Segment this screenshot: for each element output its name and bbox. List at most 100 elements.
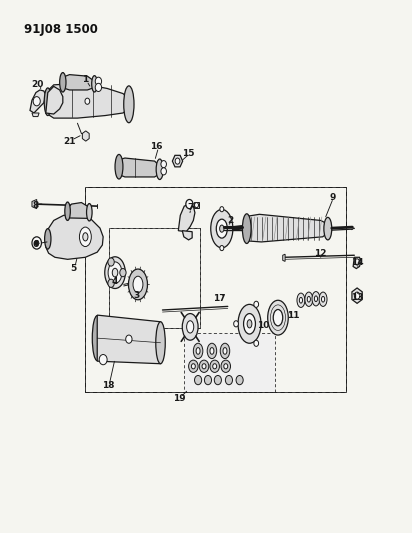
Circle shape [202,364,206,369]
Ellipse shape [65,202,70,221]
Ellipse shape [300,297,302,303]
Circle shape [161,168,166,175]
Ellipse shape [44,229,51,249]
Circle shape [95,83,102,92]
Polygon shape [82,131,89,141]
Circle shape [186,199,193,209]
Polygon shape [194,202,199,208]
Circle shape [35,240,39,246]
Ellipse shape [247,320,252,328]
Ellipse shape [92,316,102,361]
Ellipse shape [92,76,97,92]
Text: 16: 16 [150,142,163,151]
Polygon shape [117,158,161,177]
Circle shape [236,375,243,385]
Polygon shape [172,155,183,167]
Polygon shape [32,199,37,209]
Polygon shape [46,83,131,118]
Circle shape [204,375,211,385]
Ellipse shape [312,292,320,306]
Text: 1: 1 [82,75,89,84]
Text: 3: 3 [133,291,140,300]
Polygon shape [66,203,90,219]
Circle shape [254,301,259,308]
Ellipse shape [133,276,143,293]
Ellipse shape [305,292,313,306]
Ellipse shape [187,321,194,333]
Ellipse shape [115,155,123,179]
Ellipse shape [207,343,217,359]
Ellipse shape [124,86,134,123]
Bar [85,187,346,392]
Ellipse shape [112,268,118,277]
Bar [109,228,200,328]
Text: 15: 15 [182,149,194,158]
Text: 12: 12 [314,249,327,257]
Ellipse shape [87,204,92,221]
Circle shape [108,258,114,266]
Circle shape [199,360,209,373]
Polygon shape [246,214,330,242]
Polygon shape [46,86,63,114]
Ellipse shape [210,348,214,354]
Ellipse shape [220,246,224,251]
Ellipse shape [182,313,198,340]
Circle shape [213,364,217,369]
Ellipse shape [297,293,305,308]
Ellipse shape [80,227,91,247]
Circle shape [175,158,180,164]
Bar [85,187,346,392]
Circle shape [191,364,195,369]
Text: 10: 10 [257,321,269,330]
Ellipse shape [193,343,203,359]
Polygon shape [46,214,103,260]
Ellipse shape [223,348,227,354]
Ellipse shape [156,322,165,364]
Circle shape [224,364,228,369]
Ellipse shape [321,296,325,302]
Ellipse shape [243,313,255,334]
Circle shape [99,354,107,365]
Text: 2: 2 [227,216,234,225]
Text: 11: 11 [287,311,299,320]
Text: 4: 4 [112,277,118,286]
Ellipse shape [60,72,66,92]
Circle shape [354,292,360,299]
Ellipse shape [319,292,327,306]
Polygon shape [353,257,361,269]
Ellipse shape [129,269,147,300]
Text: 91J08 1500: 91J08 1500 [24,23,98,36]
Circle shape [234,321,239,327]
Ellipse shape [242,214,251,244]
Text: 14: 14 [351,258,363,267]
Circle shape [194,203,199,208]
Text: 6: 6 [32,240,38,249]
Circle shape [32,237,42,249]
Text: 20: 20 [32,80,44,90]
Ellipse shape [196,348,200,354]
Text: 8: 8 [32,200,38,209]
Polygon shape [97,315,161,364]
Text: 21: 21 [63,136,76,146]
Circle shape [95,77,102,85]
Circle shape [225,375,232,385]
Circle shape [161,160,166,168]
Ellipse shape [220,225,224,232]
Ellipse shape [220,207,224,212]
Circle shape [214,375,221,385]
Ellipse shape [220,343,230,359]
Circle shape [120,269,126,277]
Ellipse shape [216,219,227,238]
Ellipse shape [105,257,125,288]
Bar [109,228,200,328]
Circle shape [108,279,114,287]
Polygon shape [283,254,285,261]
Circle shape [194,375,201,385]
Ellipse shape [238,304,261,343]
Circle shape [83,132,89,140]
Text: 13: 13 [351,293,363,302]
Polygon shape [182,231,192,240]
Polygon shape [178,204,195,232]
Circle shape [355,259,359,265]
Polygon shape [32,113,39,117]
